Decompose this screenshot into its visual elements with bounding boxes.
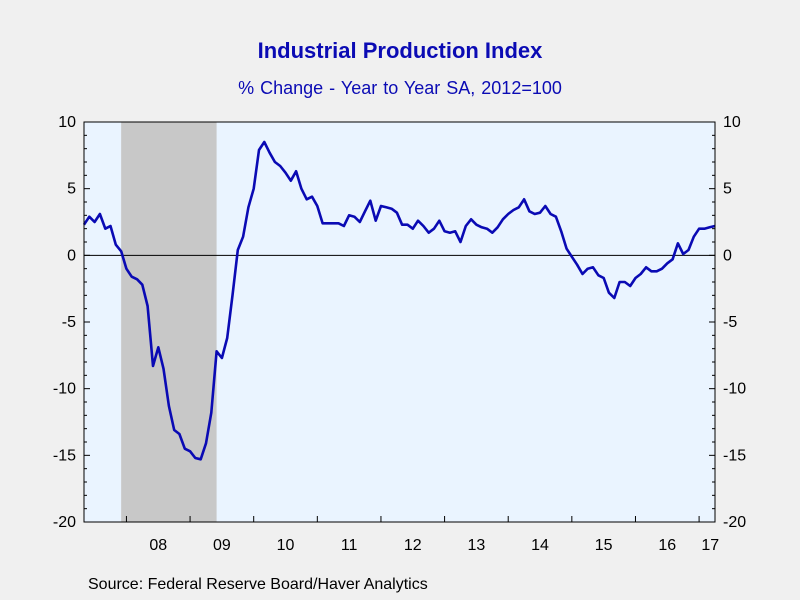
y-tick-label-left: -20 [53,514,76,531]
y-tick-label-right: 5 [723,181,732,198]
x-tick-label: 10 [277,537,295,554]
x-tick-label: 12 [404,537,422,554]
x-tick-label: 08 [149,537,167,554]
chart-subtitle: % Change - Year to Year SA, 2012=100 [238,78,562,98]
x-tick-label: 15 [595,537,613,554]
x-tick-label: 17 [701,537,719,554]
recession-shading [121,122,217,522]
y-tick-label-left: 10 [58,114,76,131]
x-tick-label: 13 [467,537,485,554]
plot-area: 10 10 5 5 0 0 -5 -5 -10 -10 -15 -15 -20 -20 08 09 10 11 12… [53,114,746,554]
y-tick-label-left: -10 [53,381,76,398]
y-tick-label-right: 10 [723,114,741,131]
y-tick-label-right: 0 [723,247,732,264]
y-tick-label-right: -5 [723,314,737,331]
chart-title: Industrial Production Index [257,38,543,63]
source-note: Source: Federal Reserve Board/Haver Anal… [88,576,428,593]
y-tick-label-left: -15 [53,447,76,464]
y-tick-label-right: -10 [723,381,746,398]
y-tick-label-left: 0 [67,247,76,264]
series-line-0 [82,140,716,461]
x-tick-label: 16 [658,537,676,554]
x-tick-label: 11 [341,537,358,554]
y-tick-label-left: 5 [67,181,76,198]
y-tick-label-right: -15 [723,447,746,464]
x-tick-label: 09 [213,537,231,554]
y-tick-label-right: -20 [723,514,746,531]
x-tick-label: 14 [531,537,549,554]
y-tick-label-left: -5 [62,314,76,331]
